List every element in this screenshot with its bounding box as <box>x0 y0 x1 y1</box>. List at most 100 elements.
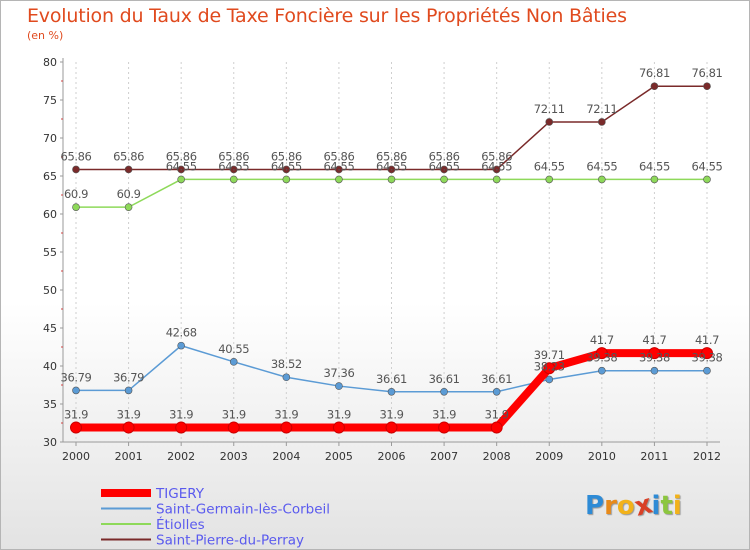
data-label: 64.55 <box>271 159 302 173</box>
data-point <box>440 165 448 174</box>
data-point <box>72 386 80 395</box>
logo-letter: P <box>585 491 605 521</box>
data-point <box>335 165 343 174</box>
data-point <box>650 366 659 375</box>
y-tick-label: 55 <box>43 246 57 259</box>
data-point <box>177 165 185 174</box>
data-label: 65.86 <box>61 149 92 163</box>
axes: 30 35 40 45 50 55 60 65 70 75 80 2000 2001 2002 2003 20… <box>43 56 721 463</box>
y-tick-label: 65 <box>43 170 57 183</box>
data-label: 64.55 <box>376 159 407 173</box>
y-tick-label: 60 <box>43 208 57 221</box>
data-label: 36.61 <box>429 372 460 386</box>
logo-letter: t <box>660 491 673 521</box>
data-point <box>72 203 80 211</box>
legend: TIGERYSaint-Germain-lès-CorbeilÉtiollesS… <box>101 486 330 549</box>
data-label: 36.61 <box>376 372 407 386</box>
data-label: 41.7 <box>695 333 719 347</box>
data-point <box>387 165 396 174</box>
data-label: 76.81 <box>692 66 723 80</box>
x-tick-label: 2006 <box>378 450 406 463</box>
x-tick-label: 2004 <box>272 450 300 463</box>
data-label: 42.68 <box>166 326 197 340</box>
data-point <box>335 175 343 184</box>
data-point <box>545 118 554 126</box>
data-label: 65.86 <box>481 149 512 163</box>
data-label: 65.86 <box>323 149 354 163</box>
data-label: 65.86 <box>218 149 249 163</box>
data-point <box>282 373 291 382</box>
data-label: 31.9 <box>274 408 298 422</box>
x-tick-label: 2000 <box>62 450 90 463</box>
y-tick-label: 75 <box>43 94 57 107</box>
data-point <box>492 387 501 396</box>
data-point <box>545 375 554 384</box>
data-label: 64.55 <box>586 159 617 173</box>
data-label: 64.55 <box>534 159 565 173</box>
data-label: 60.9 <box>117 187 141 201</box>
logo-letter: r <box>604 491 617 521</box>
data-point <box>650 175 659 184</box>
x-tick-label: 2001 <box>115 450 143 463</box>
legend-label: TIGERY <box>155 486 205 502</box>
data-point <box>440 175 448 184</box>
x-tick-label: 2008 <box>483 450 511 463</box>
logo-letter: i <box>672 491 682 521</box>
y-tick-label: 35 <box>43 398 57 411</box>
data-point <box>335 382 343 390</box>
x-tick-label: 2003 <box>220 450 248 463</box>
data-point <box>701 347 713 360</box>
logo-letter: i <box>651 491 661 521</box>
data-label: 38.23 <box>534 359 565 373</box>
logo-letter: o <box>616 491 635 521</box>
data-point <box>229 165 238 174</box>
data-point <box>545 175 554 184</box>
data-label: 39.38 <box>639 351 670 365</box>
data-point <box>282 165 291 174</box>
x-tick-label: 2007 <box>430 450 458 463</box>
x-tick-label: 2011 <box>640 450 668 463</box>
data-label: 39.38 <box>692 351 723 365</box>
data-label: 36.61 <box>481 372 512 386</box>
data-point <box>543 362 556 375</box>
data-label: 31.9 <box>485 408 509 422</box>
data-point <box>703 366 711 375</box>
data-label: 39.38 <box>586 351 617 365</box>
y-tick-label: 40 <box>43 360 57 373</box>
data-point <box>124 165 133 174</box>
data-label: 72.11 <box>586 102 617 116</box>
data-point <box>229 175 238 184</box>
data-label: 31.9 <box>327 408 351 422</box>
data-label: 76.81 <box>639 66 670 80</box>
y-tick-label: 80 <box>43 56 57 69</box>
data-label: 65.86 <box>429 149 460 163</box>
data-point <box>124 203 133 211</box>
data-point <box>595 347 608 360</box>
legend-label: Étiolles <box>156 516 205 533</box>
data-point <box>229 358 238 366</box>
data-point <box>124 386 133 395</box>
data-label: 37.36 <box>323 366 354 380</box>
data-label: 65.86 <box>166 149 197 163</box>
data-label: 65.86 <box>271 149 302 163</box>
x-tick-label: 2009 <box>535 450 563 463</box>
y-tick-label: 45 <box>43 322 57 335</box>
data-point <box>492 175 501 184</box>
y-tick-label: 70 <box>43 132 57 145</box>
data-point <box>332 421 345 434</box>
legend-label: Saint-Pierre-du-Perray <box>156 533 304 549</box>
x-tick-label: 2005 <box>325 450 353 463</box>
data-label: 31.9 <box>117 408 141 422</box>
data-label: 31.9 <box>222 408 246 422</box>
data-point <box>387 175 396 184</box>
data-point <box>387 387 396 396</box>
data-label: 31.9 <box>169 408 193 422</box>
data-point <box>227 421 240 434</box>
data-point <box>282 175 291 184</box>
data-point <box>598 366 606 375</box>
data-label: 64.55 <box>323 159 354 173</box>
data-point <box>385 421 398 434</box>
legend-label: Saint-Germain-lès-Corbeil <box>156 502 330 518</box>
data-point <box>703 82 711 91</box>
